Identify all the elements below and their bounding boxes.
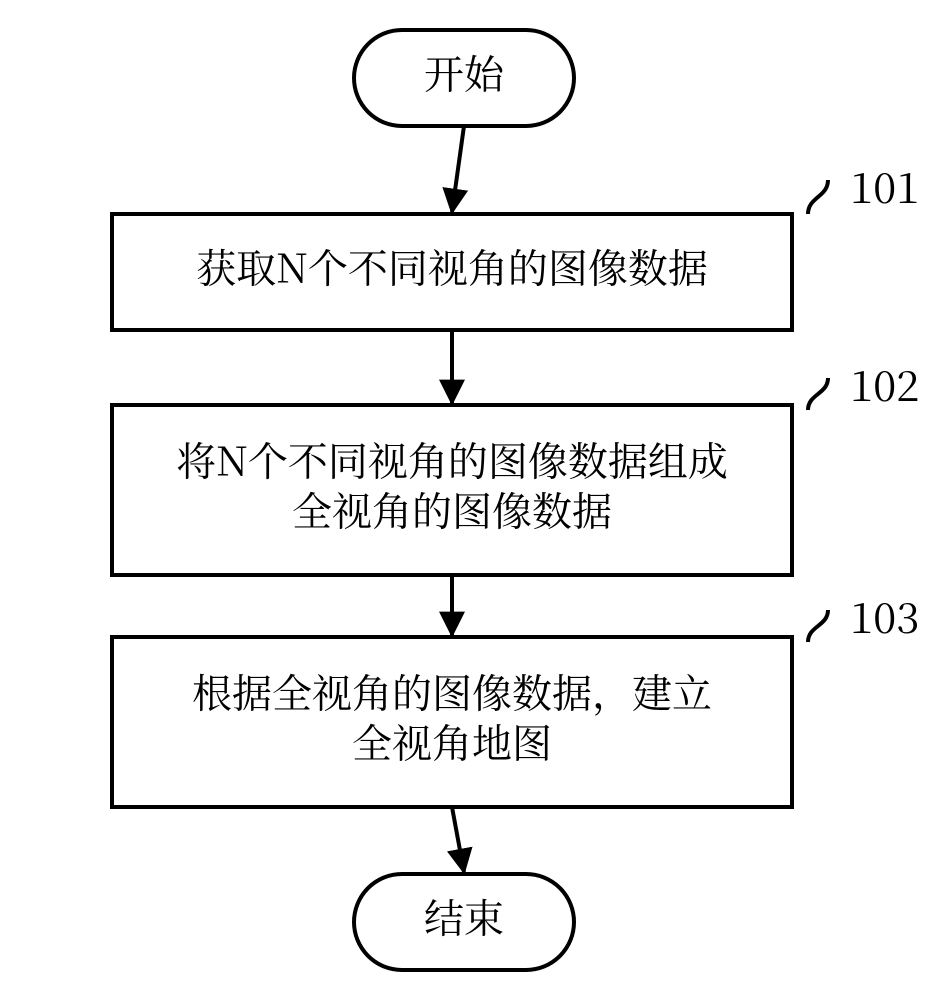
ref-label: 102: [850, 354, 919, 414]
flow-node-text: 全视角的图像数据: [292, 480, 612, 537]
flowchart-canvas: 开始获取N个不同视角的图像数据将N个不同视角的图像数据组成全视角的图像数据根据全…: [0, 0, 929, 1000]
flow-node-text: 结束: [424, 887, 504, 944]
flow-node-text: 根据全视角的图像数据，建立: [192, 662, 712, 719]
ref-label: 101: [850, 156, 919, 216]
flow-node-text: 将N个不同视角的图像数据组成: [176, 430, 728, 487]
flow-node-s101: 获取N个不同视角的图像数据: [112, 214, 792, 330]
flow-node-text: 全视角地图: [352, 712, 552, 769]
flow-node-end: 结束: [354, 874, 574, 970]
flow-node-start: 开始: [354, 30, 574, 126]
flow-node-text: 获取N个不同视角的图像数据: [196, 237, 708, 294]
flow-node-s103: 根据全视角的图像数据，建立全视角地图: [112, 637, 792, 807]
flow-node-text: 开始: [424, 43, 505, 100]
ref-bracket: [808, 378, 828, 410]
ref-bracket: [808, 610, 828, 642]
ref-label: 103: [850, 586, 919, 646]
flow-node-s102: 将N个不同视角的图像数据组成全视角的图像数据: [112, 405, 792, 575]
ref-bracket: [808, 180, 828, 214]
